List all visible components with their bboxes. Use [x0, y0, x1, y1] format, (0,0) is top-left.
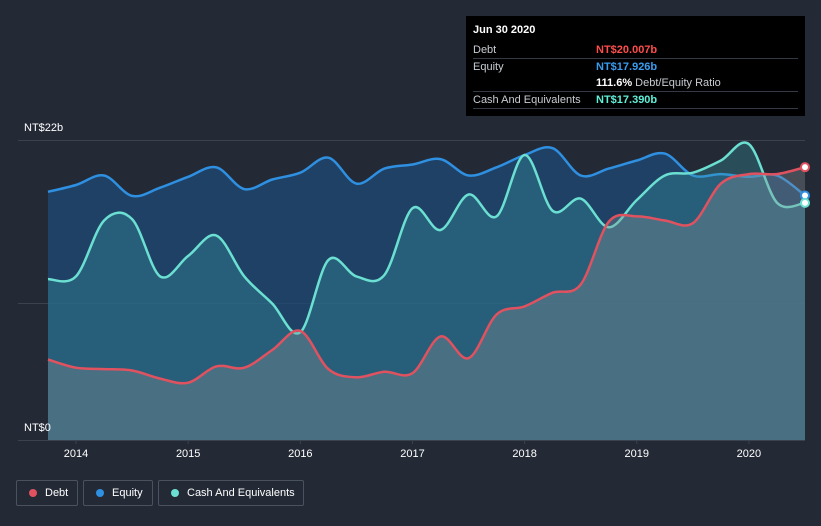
tooltip-equity-row: Equity NT$17.926b	[473, 58, 798, 75]
legend-equity-label: Equity	[112, 487, 143, 499]
tooltip-cash-row: Cash And Equivalents NT$17.390b	[473, 91, 798, 109]
legend-cash-label: Cash And Equivalents	[187, 487, 295, 499]
tooltip-debt-row: Debt NT$20.007b	[473, 42, 798, 58]
x-tick-label: 2016	[288, 448, 312, 460]
x-axis-ticks: 2014 2015 2016 2017 2018 2019 2020	[64, 440, 761, 460]
debt-legend-dot-icon	[29, 489, 37, 497]
y-axis-bottom-label: NT$0	[24, 422, 51, 434]
y-axis-top-label: NT$22b	[24, 122, 64, 134]
tooltip-ratio-row: 111.6% Debt/Equity Ratio	[473, 75, 798, 91]
x-tick-label: 2019	[625, 448, 649, 460]
tooltip-equity-label: Equity	[473, 61, 504, 73]
x-tick-label: 2015	[176, 448, 200, 460]
tooltip-date: Jun 30 2020	[473, 24, 536, 36]
tooltip-cash-label: Cash And Equivalents	[473, 94, 581, 106]
tooltip-ratio-value: 111.6%	[596, 77, 633, 89]
legend-debt-label: Debt	[45, 487, 69, 499]
tooltip-debt-label: Debt	[473, 44, 497, 56]
equity-line	[47, 146, 806, 198]
legend-item-cash[interactable]: Cash And Equivalents	[158, 480, 304, 506]
cash-legend-dot-icon	[171, 489, 179, 497]
cash-and-equivalents-line	[47, 141, 806, 335]
x-tick-label: 2018	[512, 448, 536, 460]
equity-legend-dot-icon	[96, 489, 104, 497]
debt-last-point-marker	[800, 162, 810, 173]
x-tick-label: 2014	[64, 448, 88, 460]
tooltip-cash-value: NT$17.390b	[596, 94, 658, 106]
legend-item-debt[interactable]: Debt	[16, 480, 78, 506]
tooltip-equity-value: NT$17.926b	[596, 61, 658, 73]
cash-and-equivalents-last-point-marker	[800, 197, 810, 208]
tooltip-ratio-label: Debt/Equity Ratio	[635, 77, 721, 89]
debt-area	[48, 167, 805, 440]
x-tick-label: 2020	[737, 448, 761, 460]
marker-layer	[800, 162, 810, 208]
x-tick-label: 2017	[400, 448, 424, 460]
series-layer	[47, 141, 806, 441]
debt-line	[47, 165, 806, 385]
equity-area	[48, 147, 805, 440]
legend-item-equity[interactable]: Equity	[83, 480, 153, 506]
cash-and-equivalents-area	[48, 142, 805, 441]
tooltip-debt-value: NT$20.007b	[596, 44, 658, 56]
tooltip: Jun 30 2020 Debt NT$20.007b Equity NT$17…	[466, 16, 805, 116]
